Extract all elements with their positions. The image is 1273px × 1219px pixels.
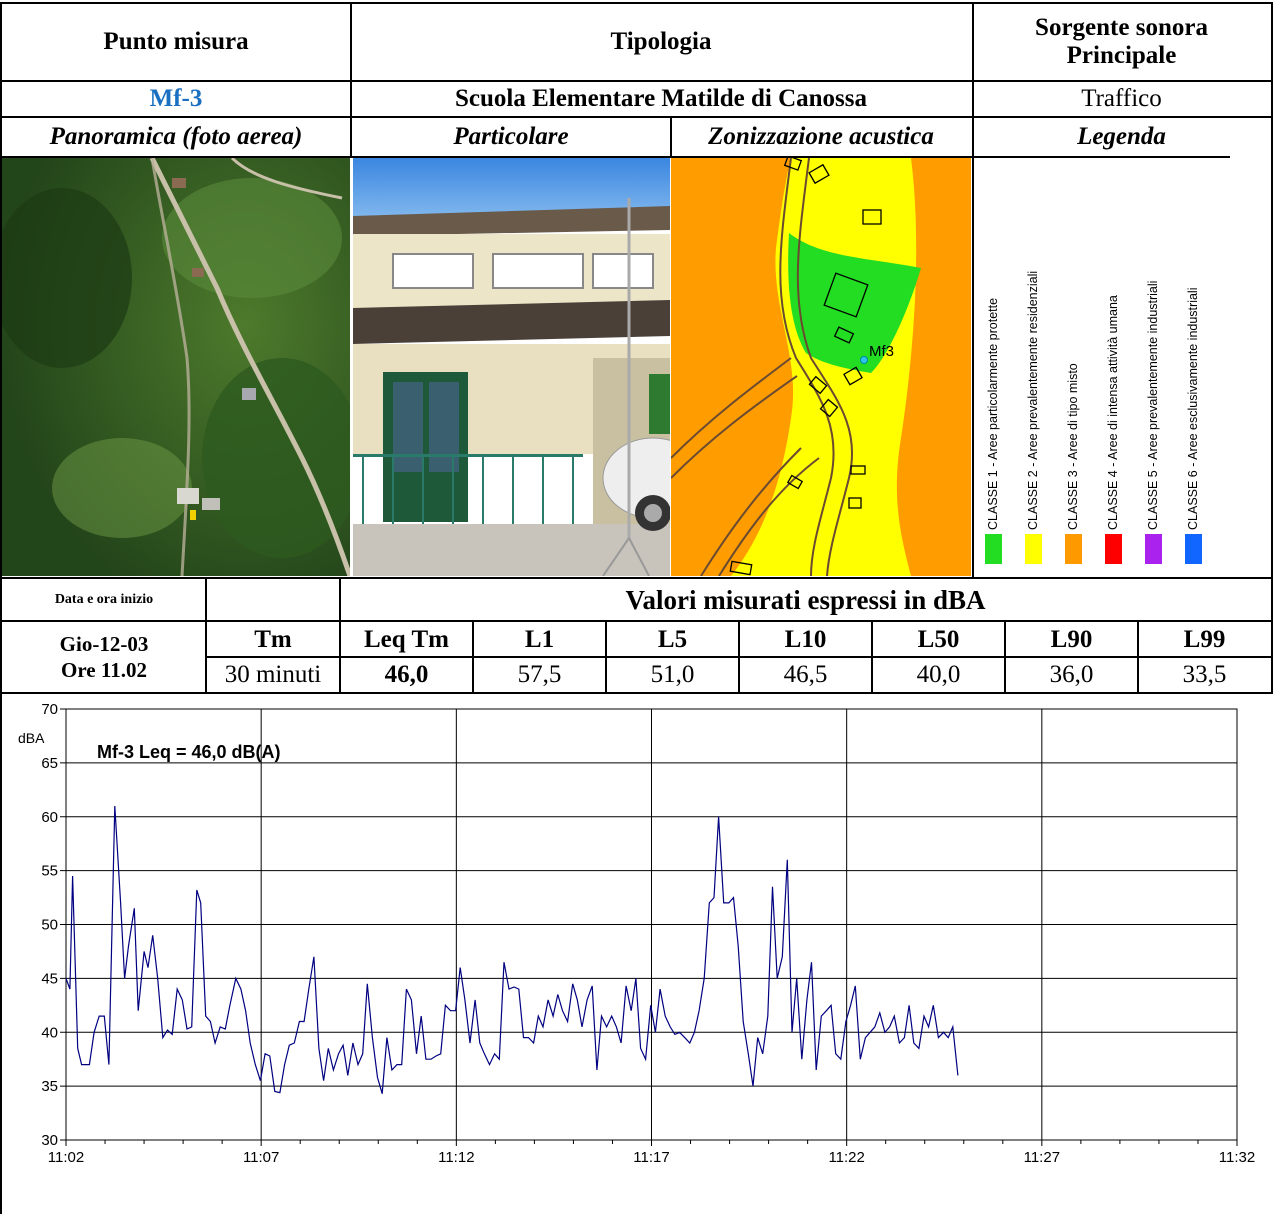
col-value: 46,5 xyxy=(783,661,828,688)
school-photo xyxy=(353,158,670,576)
x-tick-label: 11:12 xyxy=(438,1149,474,1166)
start-date: Gio-12-03 xyxy=(59,632,149,656)
y-tick-label: 55 xyxy=(41,863,58,880)
y-axis-label: dBA xyxy=(18,730,45,746)
sorgente-label: Sorgente sonora Principale xyxy=(972,4,1271,80)
tipologia-value: Scuola Elementare Matilde di Canossa xyxy=(454,85,868,112)
punto-misura-label: Punto misura xyxy=(103,28,249,55)
y-tick-label: 70 xyxy=(41,701,58,718)
col-value: 33,5 xyxy=(1182,661,1227,688)
legend-swatch xyxy=(1065,534,1082,564)
zoning-map: Mf3 xyxy=(671,158,971,576)
panoramica-title: Panoramica (foto aerea) xyxy=(49,123,303,150)
col-value: 57,5 xyxy=(517,661,562,688)
x-tick-label: 11:07 xyxy=(243,1149,279,1166)
col-header: L1 xyxy=(524,626,555,653)
legend-swatch xyxy=(1025,534,1042,564)
legend-swatch xyxy=(985,534,1002,564)
y-tick-label: 30 xyxy=(41,1132,58,1149)
y-tick-label: 40 xyxy=(41,1024,58,1041)
col-header: L90 xyxy=(1050,626,1093,653)
start-time: Ore 11.02 xyxy=(61,658,147,682)
tm-label: Tm xyxy=(254,626,292,653)
col-header: L50 xyxy=(917,626,960,653)
legend-swatch xyxy=(1105,534,1122,564)
data-ora-label: Data e ora inizio xyxy=(54,592,154,607)
legend-label: CLASSE 1 - Aree particolarmente protette xyxy=(986,297,1000,530)
legend-label: CLASSE 4 - Aree di intensa attività uman… xyxy=(1106,295,1120,530)
y-tick-label: 60 xyxy=(41,809,58,826)
x-tick-label: 11:17 xyxy=(633,1149,669,1166)
noise-chart: 30 35 40 45 50 55 60 65 70 11:02 11:07 11:12 11:17 11… xyxy=(0,694,1273,1214)
legend-label: CLASSE 6 - Aree esclusivamente industria… xyxy=(1186,287,1200,530)
zonizzazione-title: Zonizzazione acustica xyxy=(708,123,934,150)
col-value: 46,0 xyxy=(384,661,429,688)
valori-label: Valori misurati espressi in dBA xyxy=(625,584,986,615)
sorgente-value: Traffico xyxy=(1081,85,1162,112)
legend-label: CLASSE 5 - Aree prevalentemente industri… xyxy=(1146,280,1160,530)
col-header: L99 xyxy=(1183,626,1226,653)
punto-misura-value: Mf-3 xyxy=(149,85,203,112)
aerial-photo xyxy=(2,158,350,576)
tipologia-label: Tipologia xyxy=(610,28,712,55)
col-value: 36,0 xyxy=(1049,661,1094,688)
chart-title: Mf-3 Leq = 46,0 dB(A) xyxy=(97,742,281,762)
zoning-legend: CLASSE 1 - Aree particolarmente protette… xyxy=(972,158,1271,576)
x-tick-label: 11:32 xyxy=(1219,1149,1255,1166)
sorgente-label-line2: Principale xyxy=(1066,42,1177,69)
series-line xyxy=(65,805,959,1094)
x-tick-label: 11:02 xyxy=(48,1149,84,1166)
map-point-label: Mf3 xyxy=(869,343,894,360)
x-tick-label: 11:27 xyxy=(1024,1149,1060,1166)
col-value: 40,0 xyxy=(916,661,961,688)
y-tick-label: 45 xyxy=(41,970,58,987)
x-tick-label: 11:22 xyxy=(828,1149,864,1166)
legend-swatch xyxy=(1145,534,1162,564)
tm-value: 30 minuti xyxy=(224,661,322,688)
start-date-time: Gio-12-03 Ore 11.02 xyxy=(2,622,206,692)
sorgente-label-line1: Sorgente sonora xyxy=(1035,14,1208,41)
legend-label: CLASSE 2 - Aree prevalentemente residenz… xyxy=(1026,270,1040,530)
legenda-title: Legenda xyxy=(1077,123,1166,150)
legend-label: CLASSE 3 - Aree di tipo misto xyxy=(1066,363,1080,530)
col-header: L10 xyxy=(784,626,827,653)
particolare-title: Particolare xyxy=(453,123,569,150)
legend-swatch xyxy=(1185,534,1202,564)
y-tick-label: 50 xyxy=(41,917,58,934)
col-value: 51,0 xyxy=(650,661,695,688)
col-header: L5 xyxy=(657,626,688,653)
y-tick-label: 35 xyxy=(41,1078,58,1095)
y-tick-label: 65 xyxy=(41,755,58,772)
col-header: Leq Tm xyxy=(364,626,449,653)
